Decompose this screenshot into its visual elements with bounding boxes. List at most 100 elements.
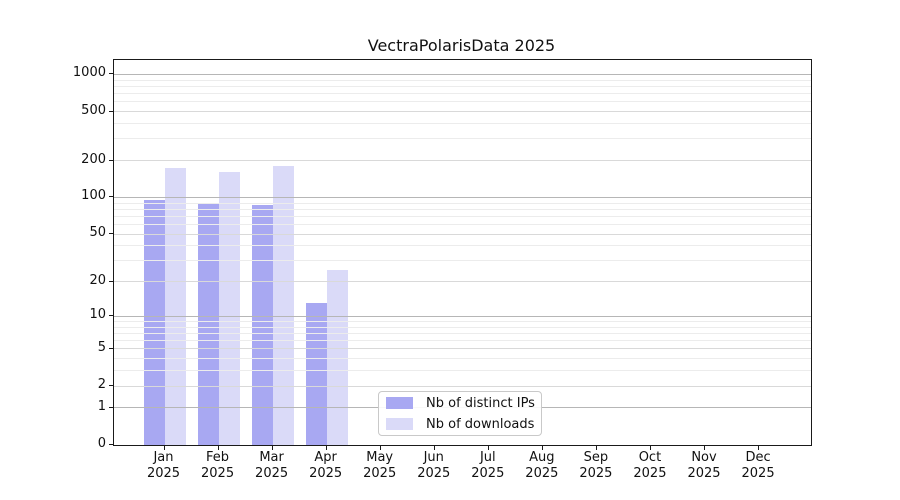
x-tick-mark bbox=[758, 445, 760, 450]
chart-title: VectraPolarisData 2025 bbox=[367, 36, 556, 55]
gridline bbox=[114, 215, 811, 217]
x-tick-label: Oct 2025 bbox=[620, 450, 680, 482]
x-tick-month: Sep bbox=[583, 450, 609, 465]
bar-nb-of-downloads bbox=[164, 168, 186, 445]
x-tick-year: 2025 bbox=[471, 466, 505, 481]
x-tick-label: Feb 2025 bbox=[188, 450, 248, 482]
gridline bbox=[114, 73, 811, 75]
gridline bbox=[114, 79, 811, 81]
x-tick-year: 2025 bbox=[525, 466, 559, 481]
y-tick-mark bbox=[109, 406, 114, 408]
x-tick-mark bbox=[541, 445, 543, 450]
gridline bbox=[114, 138, 811, 140]
x-tick-label: Jun 2025 bbox=[404, 450, 464, 482]
x-tick-year: 2025 bbox=[363, 466, 397, 481]
plot-area bbox=[113, 59, 812, 446]
y-tick-mark bbox=[109, 385, 114, 387]
x-tick-label: Jul 2025 bbox=[458, 450, 518, 482]
gridline bbox=[114, 224, 811, 225]
gridline bbox=[114, 385, 811, 387]
bar-nb-of-distinct-ips bbox=[305, 303, 327, 445]
legend-swatch-distinct-ips bbox=[386, 397, 413, 409]
gridline bbox=[114, 233, 811, 235]
gridline bbox=[114, 326, 811, 328]
x-tick-mark bbox=[595, 445, 597, 450]
y-tick-label: 1 bbox=[97, 398, 106, 414]
y-tick-label: 1000 bbox=[72, 65, 106, 81]
x-tick-mark bbox=[704, 445, 705, 450]
gridline bbox=[114, 370, 811, 372]
x-tick-month: Jul bbox=[479, 450, 496, 465]
x-tick-mark bbox=[433, 445, 435, 450]
x-tick-year: 2025 bbox=[741, 466, 775, 481]
x-tick-month: Jan bbox=[153, 450, 174, 465]
x-tick-month: Dec bbox=[745, 450, 771, 465]
y-tick-mark bbox=[109, 110, 114, 112]
y-tick-label: 5 bbox=[97, 339, 106, 355]
bar-nb-of-downloads bbox=[272, 165, 294, 445]
gridline bbox=[114, 160, 811, 162]
x-tick-year: 2025 bbox=[146, 466, 181, 481]
gridline bbox=[114, 281, 811, 283]
gridline bbox=[114, 358, 811, 360]
y-tick-mark bbox=[109, 233, 114, 235]
y-tick-mark bbox=[109, 315, 114, 317]
y-tick-label: 10 bbox=[89, 307, 106, 323]
bar-nb-of-downloads bbox=[326, 270, 348, 445]
gridline bbox=[114, 85, 811, 87]
x-tick-month: Oct bbox=[638, 450, 662, 465]
x-tick-month: Feb bbox=[206, 450, 230, 465]
x-tick-label: May 2025 bbox=[350, 450, 410, 482]
x-tick-label: Jan 2025 bbox=[134, 450, 194, 482]
x-tick-label: Aug 2025 bbox=[512, 450, 572, 482]
x-tick-label: Nov 2025 bbox=[674, 450, 734, 482]
gridline bbox=[114, 123, 811, 124]
x-tick-mark bbox=[487, 445, 489, 450]
y-tick-label: 200 bbox=[81, 151, 106, 167]
y-tick-label: 0 bbox=[97, 436, 106, 451]
legend-swatch-downloads bbox=[386, 418, 413, 430]
gridline bbox=[114, 332, 811, 334]
gridline bbox=[114, 196, 811, 198]
y-tick-label: 50 bbox=[89, 225, 106, 241]
y-tick-mark bbox=[109, 347, 114, 349]
gridline bbox=[114, 101, 811, 103]
gridline bbox=[114, 321, 811, 322]
x-tick-label: Dec 2025 bbox=[728, 450, 788, 482]
x-tick-mark bbox=[325, 445, 327, 450]
x-tick-year: 2025 bbox=[579, 466, 613, 481]
legend-item-distinct-ips: Nb of distinct IPs bbox=[379, 395, 541, 412]
legend: Nb of distinct IPs Nb of downloads bbox=[378, 391, 542, 436]
y-tick-mark bbox=[109, 444, 114, 445]
y-tick-label: 2 bbox=[97, 377, 106, 393]
gridline bbox=[114, 111, 811, 113]
gridline bbox=[114, 245, 811, 247]
gridline bbox=[114, 93, 811, 95]
y-tick-mark bbox=[109, 196, 114, 198]
gridline bbox=[114, 202, 811, 204]
bar-nb-of-distinct-ips bbox=[197, 203, 219, 445]
x-tick-label: Sep 2025 bbox=[566, 450, 626, 482]
x-tick-mark bbox=[271, 445, 273, 450]
y-tick-mark bbox=[109, 73, 114, 75]
bar-nb-of-distinct-ips bbox=[251, 205, 273, 445]
x-tick-mark bbox=[217, 445, 219, 450]
legend-item-downloads: Nb of downloads bbox=[379, 416, 541, 433]
y-tick-mark bbox=[109, 159, 114, 161]
gridline bbox=[114, 260, 811, 262]
x-tick-year: 2025 bbox=[417, 466, 451, 481]
bar-nb-of-downloads bbox=[218, 172, 240, 445]
x-tick-mark bbox=[649, 445, 651, 450]
y-tick-label: 20 bbox=[89, 272, 106, 288]
y-tick-mark bbox=[109, 280, 114, 282]
x-tick-month: Mar bbox=[259, 450, 284, 465]
x-tick-month: Aug bbox=[529, 450, 555, 465]
x-tick-month: May bbox=[366, 450, 394, 465]
y-tick-label: 100 bbox=[81, 188, 106, 204]
gridline bbox=[114, 208, 811, 210]
x-tick-label: Mar 2025 bbox=[242, 450, 302, 482]
x-tick-year: 2025 bbox=[633, 466, 667, 481]
x-tick-year: 2025 bbox=[201, 466, 235, 481]
x-tick-year: 2025 bbox=[255, 466, 289, 481]
